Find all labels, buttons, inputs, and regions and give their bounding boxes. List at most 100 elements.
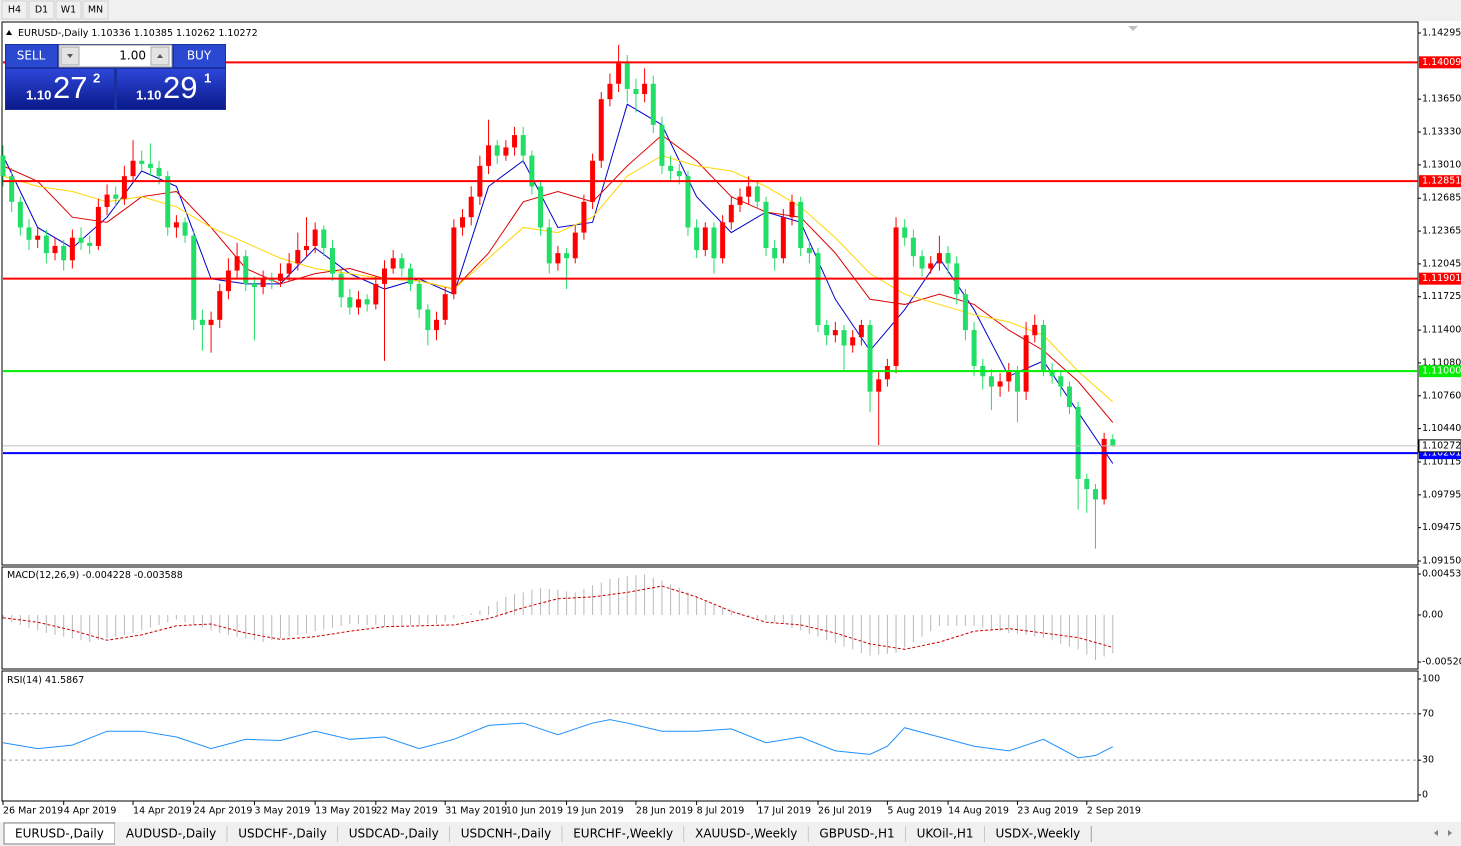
tab[interactable] — [808, 823, 906, 844]
tab[interactable] — [905, 823, 985, 844]
candle-body — [182, 222, 188, 236]
candle-body — [329, 247, 335, 274]
line-price-box — [1419, 365, 1461, 378]
toolbar — [0, 0, 1461, 21]
candle-body — [832, 330, 838, 336]
candle-body — [243, 256, 249, 284]
tab-scroll-right[interactable] — [1448, 830, 1452, 836]
candle-body — [512, 135, 518, 148]
candle-body — [694, 227, 700, 251]
line-price-label: 1.11901 — [1422, 273, 1461, 284]
tab-label: EURCHF-,Weekly — [573, 827, 673, 841]
candle-body — [277, 273, 283, 281]
buy-price-box[interactable] — [117, 69, 225, 109]
lot-input[interactable] — [58, 44, 173, 68]
candle-body — [919, 256, 925, 269]
candle-body — [43, 235, 49, 254]
collapse-icon[interactable] — [6, 30, 12, 35]
y-tick-label: 1.11080 — [1422, 357, 1461, 368]
candle-body — [737, 196, 743, 205]
buy-button[interactable] — [174, 45, 225, 67]
candle-body — [728, 204, 734, 223]
tab[interactable] — [114, 823, 228, 844]
candle-body — [763, 201, 769, 248]
candle-body — [529, 155, 535, 187]
y-tick-label: 1.11400 — [1422, 325, 1461, 336]
candle-body — [659, 124, 665, 166]
indicator-line — [2, 585, 1113, 650]
tab[interactable] — [337, 823, 450, 844]
candle-body — [286, 263, 292, 274]
candle-body — [1092, 489, 1098, 500]
candle-body — [867, 324, 873, 392]
line-price-label: 1.11000 — [1422, 366, 1461, 377]
candle-body — [798, 201, 804, 248]
candle-body — [269, 278, 275, 281]
tab[interactable] — [562, 823, 685, 844]
candle-body — [806, 247, 812, 254]
y-tick-label: 1.09150 — [1422, 555, 1461, 566]
x-tick-label: 17 Jul 2019 — [757, 806, 811, 817]
line-price-label: 1.14009 — [1422, 57, 1461, 68]
tab-label: XAUUSD-,Weekly — [695, 827, 797, 841]
x-tick-label: 4 Apr 2019 — [64, 806, 117, 817]
candle-body — [373, 283, 379, 305]
timeframe-button[interactable] — [28, 0, 55, 20]
tab[interactable] — [449, 823, 563, 844]
x-tick-label: 13 May 2019 — [315, 806, 377, 817]
candle-body — [442, 294, 448, 320]
candle-body — [824, 324, 830, 336]
x-tick-label: 10 Jun 2019 — [506, 806, 563, 817]
candle-body — [113, 194, 119, 199]
candle-body — [538, 186, 544, 228]
candle-body — [1084, 478, 1090, 490]
candle-body — [121, 176, 127, 199]
macd-header-part: -0.004228 — [82, 570, 131, 581]
tab[interactable] — [984, 823, 1092, 844]
tab-scroll-left[interactable] — [1434, 830, 1438, 836]
candle-body — [139, 160, 145, 164]
candle-body — [720, 222, 726, 259]
candle-body — [1110, 439, 1116, 446]
x-tick-label: 23 Aug 2019 — [1017, 806, 1078, 817]
indicator-line — [2, 103, 1114, 464]
tab-label: AUDUSD-,Daily — [126, 827, 216, 841]
sell-price-box[interactable] — [6, 69, 114, 109]
x-tick-label: 26 Mar 2019 — [3, 806, 63, 817]
candle-body — [69, 237, 75, 261]
candle-body — [338, 273, 344, 298]
candle-body — [893, 227, 899, 367]
y-tick-label: 1.12685 — [1422, 193, 1461, 204]
candle-body — [702, 227, 708, 251]
macd-header: MACD(12,26,9) -0.004228 -0.003588 — [7, 570, 183, 581]
candle-body — [1049, 371, 1055, 377]
timeframe-label: H4 — [8, 5, 21, 16]
y-tick-label: 1.09795 — [1422, 489, 1461, 500]
lot-up-arrow — [157, 54, 163, 58]
x-tick-label: 3 May 2019 — [254, 806, 310, 817]
candle-body — [711, 227, 717, 259]
timeframe-button[interactable] — [1, 0, 28, 20]
timeframe-button[interactable] — [55, 0, 82, 20]
chart-header: EURUSD-,Daily 1.10336 1.10385 1.10262 1.… — [18, 28, 258, 39]
timeframe-label: MN — [88, 5, 103, 16]
y-tick-label: 0.00 — [1422, 609, 1443, 620]
y-tick-label: 1.13010 — [1422, 159, 1461, 170]
indicator-line — [2, 134, 1114, 423]
tab[interactable] — [227, 823, 338, 844]
y-tick-label: 1.12045 — [1422, 258, 1461, 269]
candle-body — [1058, 376, 1064, 387]
rsi-header-part: 41.5867 — [45, 675, 84, 686]
candle-body — [1014, 371, 1020, 392]
candle-body — [572, 232, 578, 259]
x-tick-label: 31 May 2019 — [445, 806, 507, 817]
indicator-line — [2, 719, 1114, 759]
candle-body — [815, 253, 821, 325]
candle-body — [1040, 324, 1046, 372]
tab[interactable] — [684, 823, 809, 844]
timeframe-button[interactable] — [82, 0, 109, 20]
tab-label: UKOil-,H1 — [917, 827, 974, 841]
candle-body — [0, 155, 6, 177]
sell-button[interactable] — [6, 45, 57, 67]
